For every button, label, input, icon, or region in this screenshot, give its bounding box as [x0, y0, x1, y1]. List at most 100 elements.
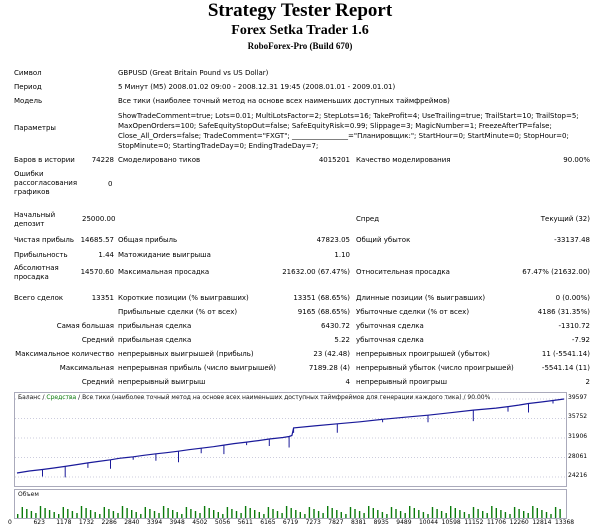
volume-bar: [491, 506, 493, 518]
equity-drawdown-ticks: [42, 400, 554, 478]
volume-bar: [263, 514, 265, 518]
volume-bar: [67, 509, 69, 518]
symbol-value: GBPUSD (Great Britain Pound vs US Dollar…: [118, 69, 269, 77]
volume-bar: [527, 513, 529, 518]
volume-bar: [172, 510, 174, 518]
volume-bar: [358, 511, 361, 518]
volume-bar: [48, 510, 51, 518]
quality-value: 90.00%: [563, 156, 590, 164]
bars-label: Баров в истории: [14, 156, 75, 164]
x-tick-label: 5056: [214, 519, 231, 526]
x-tick-label: 11706: [486, 519, 507, 526]
x-tick-label: 8935: [373, 519, 389, 526]
cons-profit-value: 7189.28 (4): [308, 364, 350, 372]
volume-bar: [290, 508, 292, 518]
chart-legend: Баланс / Средства / Все тики (наиболее т…: [18, 394, 490, 402]
period-label: Период: [14, 83, 42, 91]
volume-bar: [285, 506, 288, 518]
volume-bar: [226, 507, 229, 518]
cons-losses-value: 11 (-5541.14): [541, 350, 590, 358]
spread-label: Спред: [356, 215, 380, 223]
volume-bar: [17, 514, 19, 518]
volume-bar: [131, 510, 133, 518]
volume-bar: [495, 508, 497, 518]
volume-bar: [550, 514, 552, 518]
x-tick-label: 10044: [418, 519, 439, 526]
x-tick-label: 6719: [282, 519, 299, 526]
volume-chart-svg: [17, 506, 561, 518]
volume-bar: [431, 507, 434, 518]
volume-bar: [536, 508, 538, 518]
largest-loss-value: -1310.72: [558, 322, 590, 330]
abs-dd-label: Абсолютная просадка: [14, 264, 59, 281]
volume-bar: [450, 506, 452, 518]
volume-bar: [235, 511, 238, 518]
avg-cons-wins-value: 4: [345, 378, 350, 386]
x-tick-label: 6165: [260, 519, 276, 526]
volume-bar: [276, 511, 279, 518]
volume-bar: [158, 513, 160, 518]
max-dd-value: 21632.00 (67.47%): [282, 268, 350, 276]
volume-bar: [445, 513, 447, 518]
average-label: Средний: [81, 336, 114, 344]
symbol-label: Символ: [14, 69, 42, 77]
volume-bar: [372, 508, 374, 518]
volume-bar: [199, 513, 201, 518]
x-tick-label: 1178: [56, 519, 72, 526]
y-tick-label: 39597: [568, 394, 588, 401]
volume-bar: [222, 514, 224, 518]
volume-bar: [99, 514, 101, 518]
volume-bar: [377, 510, 379, 518]
volume-bar: [513, 507, 516, 518]
volume-bar: [112, 511, 115, 518]
server-build: RoboForex-Pro (Build 670): [247, 41, 353, 51]
volume-bar: [53, 512, 55, 518]
x-tick-label: 3948: [169, 519, 185, 526]
volume-bar: [541, 510, 543, 518]
volume-bar: [121, 506, 124, 518]
expert-name: Forex Setka Trader 1.6: [231, 23, 369, 38]
volume-bar: [532, 506, 534, 518]
avg-loss-label: убыточная сделка: [356, 336, 424, 344]
volume-bar: [554, 507, 557, 518]
volume-bar: [62, 507, 64, 518]
x-tick-label: 13368: [555, 519, 575, 526]
volume-bar: [153, 511, 156, 518]
volume-bar: [249, 508, 251, 518]
ticks-label: Смоделировано тиков: [118, 156, 201, 164]
avg-cons-losses-value: 2: [585, 378, 590, 386]
volume-bar: [399, 511, 402, 518]
profit-trades-label: Прибыльные сделки (% от всех): [118, 308, 238, 316]
balance-line: [16, 398, 565, 474]
volume-bar: [422, 512, 425, 518]
x-tick-label: 7827: [328, 519, 344, 526]
x-tick-label: 0: [8, 519, 12, 526]
volume-bar: [345, 514, 347, 518]
volume-bar: [272, 509, 274, 518]
bars-value: 74228: [91, 156, 114, 164]
gross-loss-value: -33137.48: [554, 236, 590, 244]
volume-bar: [317, 511, 320, 518]
volume-bar: [254, 510, 256, 518]
volume-bar: [162, 506, 165, 518]
x-tick-label: 5611: [237, 519, 253, 526]
maximal-label: Максимальная: [59, 364, 114, 372]
total-label: Всего сделок: [14, 294, 64, 302]
x-tick-label: 12260: [509, 519, 529, 526]
volume-bar: [39, 506, 42, 518]
volume-bar: [80, 506, 83, 518]
volume-bar: [21, 507, 23, 518]
legend-equity: Средства: [46, 394, 77, 401]
volume-bar: [336, 510, 338, 518]
balance-chart: Баланс / Средства / Все тики (наиболее т…: [14, 392, 567, 487]
volume-bar: [208, 508, 210, 518]
long-label: Длинные позиции (% выигравших): [356, 294, 486, 302]
net-label: Чистая прибыль: [14, 236, 75, 244]
x-tick-label: 2840: [124, 519, 140, 526]
volume-bar: [395, 509, 397, 518]
volume-bar: [304, 514, 306, 518]
volume-bar: [44, 508, 46, 518]
x-tick-label: 8381: [350, 519, 367, 526]
quality-label: Качество моделирования: [356, 156, 451, 164]
avg-loss-value: -7.92: [571, 336, 590, 344]
